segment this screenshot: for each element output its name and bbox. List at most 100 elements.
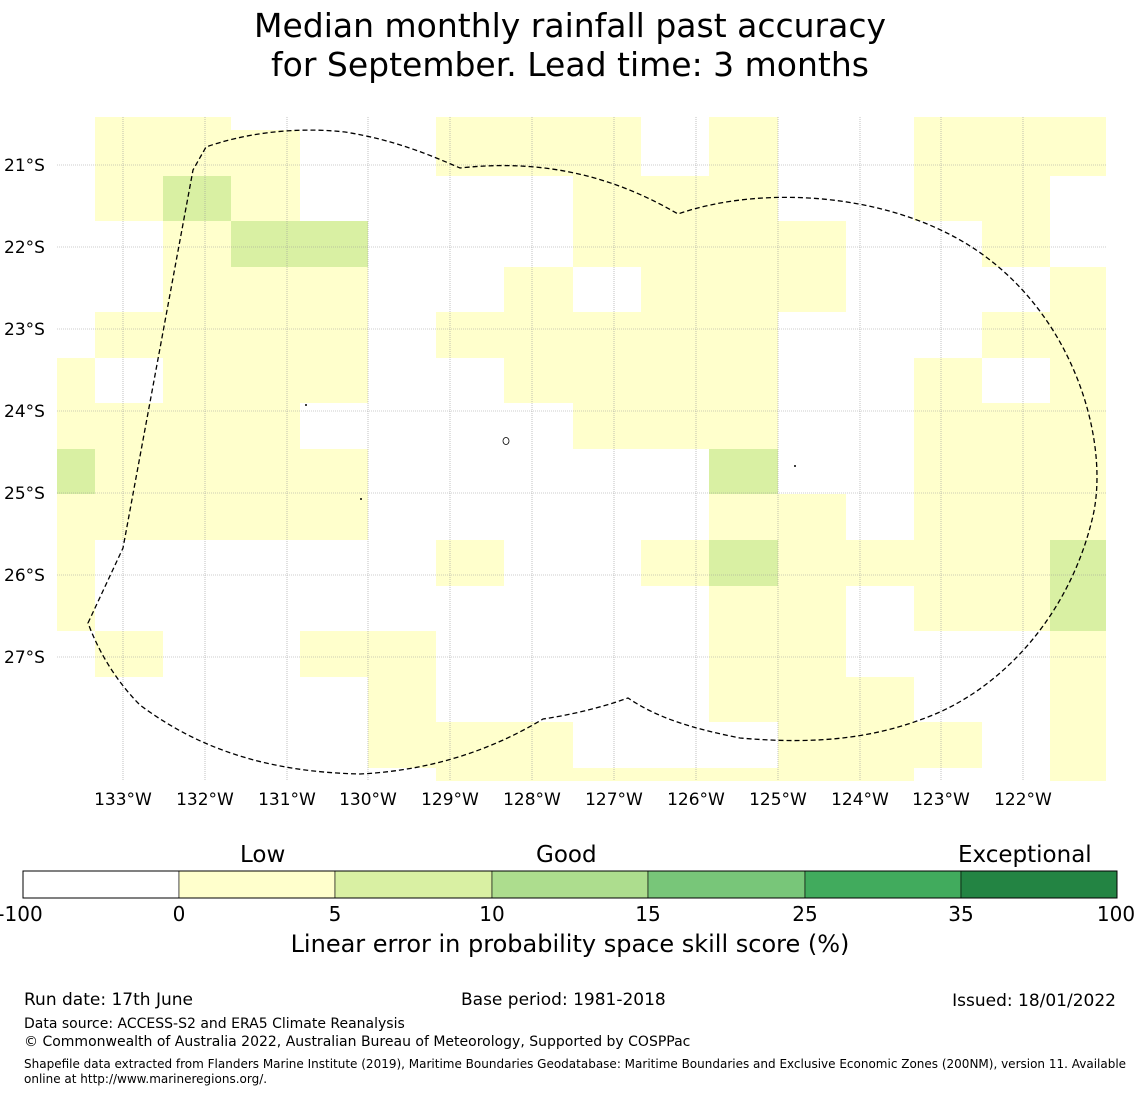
skill-cell — [300, 449, 368, 494]
skill-cell — [57, 586, 95, 631]
skill-cell — [95, 117, 163, 130]
latitude-label: 24°S — [4, 402, 45, 422]
skill-cell — [778, 677, 846, 722]
colorbar-category-low: Low — [240, 842, 286, 868]
skill-cell — [1050, 403, 1106, 449]
skill-cell — [163, 494, 231, 540]
colorbar-tick: 35 — [948, 902, 974, 926]
skill-cell — [1050, 631, 1106, 677]
data-source: Data source: ACCESS-S2 and ERA5 Climate … — [24, 1016, 405, 1032]
skill-cell — [57, 403, 95, 449]
skill-cell — [914, 494, 982, 540]
colorbar-tick: -100 — [0, 902, 43, 926]
latitude-label: 21°S — [4, 156, 45, 176]
colorbar-category-good: Good — [536, 842, 597, 868]
longitude-label: 126°W — [667, 790, 725, 810]
colorbar — [22, 870, 1118, 899]
eez-boundary — [87, 129, 1098, 775]
issued-date: Issued: 18/01/2022 — [952, 991, 1116, 1011]
skill-cell — [231, 358, 300, 403]
chart-title-line-1: Median monthly rainfall past accuracy — [253, 6, 887, 45]
longitude-label: 133°W — [94, 790, 152, 810]
skill-cell — [1050, 130, 1106, 176]
skill-cell — [573, 768, 641, 781]
skill-cell — [914, 586, 982, 631]
skill-cell — [504, 267, 573, 312]
skill-cell — [982, 130, 1050, 176]
skill-cell — [231, 221, 300, 267]
skill-cell — [300, 312, 368, 358]
skill-cell — [709, 494, 778, 540]
longitude-label: 122°W — [994, 790, 1052, 810]
skill-cell — [982, 540, 1050, 586]
colorbar-segment — [647, 870, 806, 899]
skill-cell — [709, 449, 778, 494]
skill-cell — [573, 358, 641, 403]
skill-cell — [982, 403, 1050, 449]
skill-cell — [709, 117, 778, 130]
skill-cell — [436, 312, 504, 358]
longitude-label: 123°W — [912, 790, 970, 810]
skill-cell — [778, 494, 846, 540]
skill-cell — [368, 722, 436, 768]
skill-cell — [709, 221, 778, 267]
skill-cell — [914, 358, 982, 403]
skill-cell — [914, 117, 982, 130]
skill-cell — [573, 403, 641, 449]
skill-cell — [57, 358, 95, 403]
skill-cell — [709, 540, 778, 586]
colorbar-segment — [491, 870, 649, 899]
shapefile-credit: Shapefile data extracted from Flanders M… — [24, 1057, 1127, 1086]
skill-cell — [778, 722, 846, 768]
colorbar-frame — [22, 870, 1118, 899]
skill-cell — [982, 117, 1050, 130]
skill-cell — [1050, 540, 1106, 586]
island-marker — [794, 465, 796, 467]
colorbar-label: Linear error in probability space skill … — [290, 930, 850, 958]
skill-cell — [641, 540, 709, 586]
skill-cell — [778, 631, 846, 677]
skill-cell — [709, 403, 778, 449]
skill-cell — [641, 267, 709, 312]
skill-cell — [982, 586, 1050, 631]
latitude-label: 26°S — [4, 566, 45, 586]
skill-cell — [95, 631, 163, 677]
skill-cell — [914, 722, 982, 768]
skill-cell — [914, 130, 982, 176]
island-marker — [360, 498, 362, 500]
skill-cell — [1050, 722, 1106, 768]
colorbar-tick: 15 — [635, 902, 661, 926]
longitude-labels: 133°W 132°W 131°W 130°W 129°W 128°W 127°W 126°W… — [94, 790, 1052, 810]
skill-cell — [641, 176, 709, 221]
skill-cell — [709, 586, 778, 631]
colorbar-tick: 10 — [479, 902, 505, 926]
gridlines — [57, 117, 1106, 781]
skill-cell — [504, 768, 573, 781]
island-marker — [305, 404, 307, 406]
skill-cell — [641, 768, 709, 781]
latitude-labels: 21°S 22°S 23°S 24°S 25°S 26°S 27°S — [4, 156, 45, 668]
longitude-label: 130°W — [339, 790, 397, 810]
skill-cell — [231, 449, 300, 494]
skill-cell — [573, 117, 641, 130]
skill-cell — [368, 677, 436, 722]
copyright: © Commonwealth of Australia 2022, Austra… — [24, 1034, 691, 1050]
skill-cell — [163, 117, 231, 130]
colorbar-tick: 0 — [172, 902, 186, 926]
skill-cell — [231, 403, 300, 449]
colorbar-segment — [804, 870, 962, 899]
skill-cell — [368, 631, 436, 677]
latitude-label: 27°S — [4, 648, 45, 668]
skill-cell — [709, 358, 778, 403]
skill-cell — [57, 449, 95, 494]
skill-cell — [778, 586, 846, 631]
skill-cell — [1050, 449, 1106, 494]
skill-cell — [709, 312, 778, 358]
skill-cell — [846, 540, 914, 586]
skill-cell — [641, 312, 709, 358]
longitude-label: 129°W — [421, 790, 479, 810]
latitude-label: 23°S — [4, 320, 45, 340]
skill-cell — [709, 176, 778, 221]
skill-cell — [641, 403, 709, 449]
